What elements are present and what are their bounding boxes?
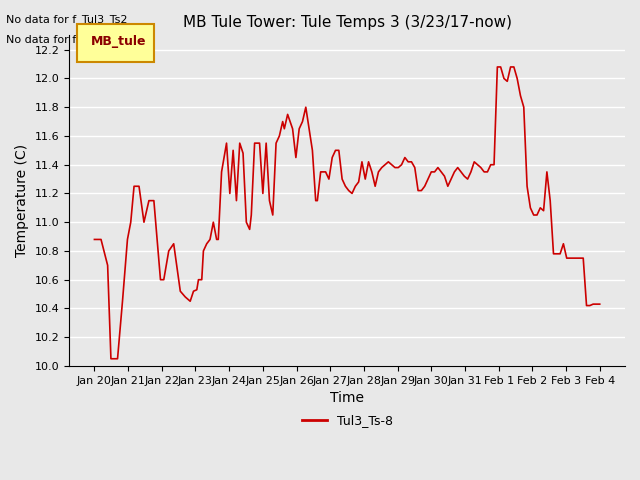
- Legend: Tul3_Ts-8: Tul3_Ts-8: [296, 409, 397, 432]
- Text: MB_tule: MB_tule: [91, 35, 146, 48]
- Y-axis label: Temperature (C): Temperature (C): [15, 144, 29, 257]
- X-axis label: Time: Time: [330, 391, 364, 405]
- Text: No data for f_Tul3_Ts2: No data for f_Tul3_Ts2: [6, 14, 128, 25]
- Text: No data for f_Tul3_Tw4: No data for f_Tul3_Tw4: [6, 34, 131, 45]
- Title: MB Tule Tower: Tule Temps 3 (3/23/17-now): MB Tule Tower: Tule Temps 3 (3/23/17-now…: [182, 15, 511, 30]
